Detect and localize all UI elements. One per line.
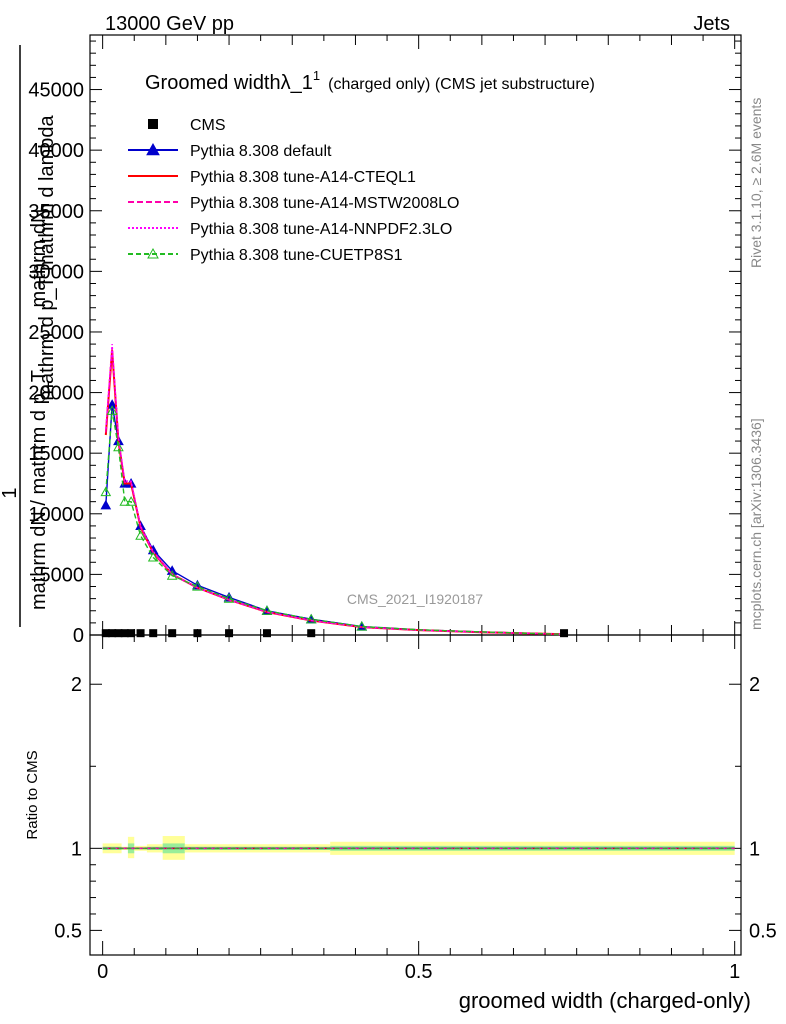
ylabel-top-line-2: mathrm d p_T mathrm d lambda (36, 114, 58, 400)
cms-data-point (114, 629, 123, 638)
y-tick-label: 40000 (28, 140, 84, 162)
ratio-tick-label: 1 (71, 838, 82, 860)
series-marker (223, 593, 235, 603)
series-marker (113, 441, 124, 452)
main-axis-ticks: 0 5000 10000 15000 20000 25000 30000 35000 40000… (28, 35, 741, 647)
series-marker (135, 530, 146, 540)
y-tick-label: 15000 (28, 443, 84, 465)
series-marker (106, 399, 118, 409)
series-layer (100, 344, 735, 849)
series-marker (100, 499, 112, 510)
legend-label: Pythia 8.308 tune-CUETP8S1 (190, 247, 403, 264)
y-tick-label: 35000 (28, 201, 84, 223)
y-tick-label: 25000 (28, 322, 84, 344)
ylabel-denominator: mathrm dN / mathrm d p_T (28, 370, 50, 610)
title-symbol: λ_1 (281, 72, 313, 94)
legend-label: Pythia 8.308 default (190, 143, 332, 160)
cms-data-point (127, 629, 136, 638)
rivet-version-label: Rivet 3.1.10, ≥ 2.6M events (748, 98, 764, 268)
series-marker (356, 620, 368, 631)
legend-swatch-marker (148, 119, 158, 129)
cms-data-point (193, 629, 202, 638)
series-line (105, 404, 565, 635)
series-line (105, 410, 565, 635)
title-superscript: 1 (313, 68, 320, 83)
x-tick-label: 1 (729, 961, 740, 983)
x-tick-label: 0.5 (405, 961, 433, 983)
header-right: Jets (693, 13, 730, 35)
cms-data-point (101, 629, 110, 638)
x-tick-label: 0 (97, 961, 108, 983)
y-tick-label: 20000 (28, 383, 84, 405)
cms-data-point (108, 629, 117, 638)
analysis-tag: CMS_2021_I1920187 (347, 591, 483, 607)
ratio-tick-label: 2 (71, 674, 82, 696)
cms-data-point (136, 629, 145, 638)
cms-data-point (168, 629, 177, 638)
ratio-axis-ticks: 0.5 0.5 1 1 2 2 0 0.5 1 (54, 635, 777, 983)
main-plot-frame (89, 34, 742, 636)
ratio-tick-label-right: 2 (749, 674, 760, 696)
y-axis-label: mathrm dN mathrm d p_T mathrm d lambda 1… (0, 45, 58, 627)
title-main: Groomed width (145, 72, 281, 94)
series-marker (192, 580, 203, 591)
series-marker (147, 551, 159, 562)
title-rest: (charged only) (CMS jet substructure) (328, 76, 595, 93)
series-line (104, 350, 565, 636)
ratio-y-label: Ratio to CMS (24, 750, 41, 839)
ylabel-numerator: 1 (0, 487, 21, 498)
chart-title: Groomed widthλ_11 (charged only) (CMS jet… (145, 68, 595, 94)
series-marker (100, 486, 112, 497)
series-marker (119, 496, 131, 506)
legend-swatch-marker (147, 247, 159, 259)
legend-label: Pythia 8.308 tune-A14-CTEQL1 (190, 169, 416, 186)
ratio-plot-frame (89, 634, 742, 956)
mcplots-label: mcplots.cern.ch [arXiv:1306.3436] (748, 418, 764, 630)
cms-data-point (120, 629, 129, 638)
series-marker (106, 405, 118, 415)
y-tick-label: 5000 (40, 564, 85, 586)
y-tick-label: 0 (73, 625, 84, 647)
y-tick-label: 45000 (28, 80, 84, 102)
cms-data-point (307, 629, 316, 638)
cms-points (101, 629, 569, 638)
legend: CMS Pythia 8.308 default Pythia 8.308 tune… (128, 117, 459, 264)
header-left: 13000 GeV pp (105, 13, 234, 35)
y-tick-label: 10000 (28, 504, 84, 526)
cms-data-point (225, 629, 234, 638)
series-line (105, 347, 565, 635)
legend-label: Pythia 8.308 tune-A14-NNPDF2.3LO (190, 221, 452, 238)
ratio-tick-label-right: 0.5 (749, 920, 777, 942)
y-tick-label: 30000 (28, 261, 84, 283)
x-axis-label: groomed width (charged-only) (459, 988, 751, 1013)
legend-swatch-marker (146, 142, 160, 156)
series-marker (125, 496, 137, 506)
series-marker (305, 613, 317, 624)
ylabel-top-line-1: mathrm dN (28, 209, 50, 308)
ratio-tick-label: 0.5 (54, 920, 82, 942)
cms-data-point (149, 629, 158, 638)
legend-label: Pythia 8.308 tune-A14-MSTW2008LO (190, 195, 459, 212)
legend-label: CMS (190, 117, 226, 134)
cms-data-point (262, 629, 271, 638)
series-marker (261, 605, 273, 615)
series-line (105, 344, 565, 635)
ratio-tick-label-right: 1 (749, 838, 760, 860)
cms-data-point (560, 629, 569, 638)
series-marker (166, 570, 178, 580)
